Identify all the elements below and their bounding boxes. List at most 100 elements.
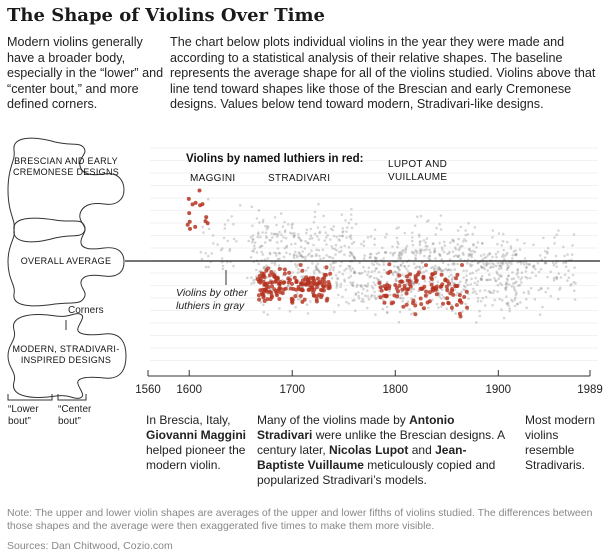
gray-dot (317, 238, 321, 241)
red-dot-stradivari (314, 285, 319, 290)
gray-dot (397, 254, 401, 257)
gray-dot (278, 257, 281, 261)
red-dot-stradivari (271, 272, 276, 277)
gray-dot (462, 253, 465, 256)
gray-dot (281, 225, 285, 228)
gray-dot (467, 222, 470, 225)
gray-dot (305, 228, 309, 232)
gray-dot (408, 276, 412, 280)
gray-dot (496, 290, 499, 293)
gray-dot (528, 263, 531, 266)
gray-dot (451, 239, 455, 242)
red-dot-stradivari (298, 263, 303, 267)
gray-dot (485, 278, 489, 282)
gray-dot (391, 273, 395, 277)
gray-dot (347, 276, 351, 280)
gray-dot (290, 223, 294, 227)
gray-dot (328, 268, 332, 272)
gray-dot (472, 249, 475, 253)
gray-dot (505, 268, 509, 272)
gray-dots-layer (199, 197, 577, 324)
gray-dot (357, 271, 361, 275)
gray-dot (505, 295, 508, 298)
gray-dot (517, 284, 520, 287)
gray-dot (456, 255, 460, 258)
gray-dot (466, 233, 470, 236)
gray-dot (540, 258, 544, 261)
red-dot-lupot-vuillaume (418, 296, 423, 301)
gray-dot (413, 224, 417, 227)
red-dot-stradivari (290, 281, 294, 286)
gray-dot (497, 277, 501, 281)
gray-dot (512, 282, 515, 285)
red-dot-maggini (193, 200, 198, 205)
gray-dot (351, 283, 354, 287)
gray-dot (562, 245, 565, 249)
gray-dot (283, 229, 287, 232)
gray-dot (262, 267, 265, 270)
gray-dot (253, 241, 257, 244)
red-dot-lupot-vuillaume (421, 274, 426, 279)
gray-dot (300, 275, 303, 278)
gray-dot (363, 254, 367, 257)
gray-dot (440, 297, 443, 300)
gray-dot (391, 245, 394, 248)
gray-dot (406, 269, 410, 273)
red-dot-stradivari (257, 274, 262, 278)
gray-dot (554, 254, 558, 258)
gray-dot (349, 213, 353, 216)
gray-dot (462, 276, 466, 280)
gray-dot (360, 242, 363, 246)
gray-dot (428, 248, 431, 252)
gray-dot (370, 262, 374, 265)
modern-label: MODERN, STRADIVARI-INSPIRED DESIGNS (12, 344, 120, 365)
gray-dot (347, 264, 351, 268)
gray-dot (502, 248, 506, 252)
gray-dot (375, 266, 378, 270)
gray-dot (351, 267, 354, 270)
gray-dot (292, 253, 296, 256)
gray-dot (386, 311, 389, 314)
gray-dot (273, 216, 277, 219)
gray-dot (511, 253, 514, 257)
gray-dot (474, 276, 478, 280)
gray-dot (412, 287, 416, 291)
gray-dot (456, 255, 460, 258)
red-dot-maggini (200, 202, 205, 207)
red-dot-stradivari (258, 280, 263, 285)
red-dot-stradivari (323, 272, 328, 277)
gray-dot (311, 254, 314, 258)
red-dot-stradivari (255, 277, 260, 281)
gray-dot (392, 252, 395, 255)
red-dot-lupot-vuillaume (457, 299, 462, 303)
gray-dot (557, 229, 560, 232)
gray-dot (353, 255, 356, 259)
gray-dot (313, 272, 316, 275)
gray-dot (258, 221, 261, 224)
brescian-label: BRESCIAN AND EARLY CREMONESE DESIGNS (12, 156, 120, 177)
gray-dot (377, 270, 381, 274)
gray-dot (344, 288, 348, 292)
gray-dot (555, 276, 559, 280)
gray-dot (510, 298, 513, 302)
gray-dot (434, 257, 437, 260)
red-dot-stradivari (307, 280, 312, 285)
gray-dot (441, 248, 444, 251)
gray-dot (297, 251, 301, 254)
gray-dot (265, 236, 268, 240)
gray-dot (511, 271, 514, 274)
gray-dot (341, 227, 345, 230)
gray-dot (491, 236, 494, 239)
gray-dot (559, 276, 563, 279)
gray-dot (368, 252, 372, 256)
intro-left: Modern violins generally have a broader … (7, 35, 164, 111)
gray-dot (360, 300, 363, 303)
gray-dot (546, 246, 550, 250)
gray-dot (351, 281, 355, 284)
gray-dot (395, 227, 399, 230)
gray-dot (398, 251, 402, 254)
gray-dot (494, 252, 498, 256)
gray-dot (275, 241, 279, 244)
gray-dot (399, 263, 403, 267)
gray-dot (254, 268, 258, 272)
